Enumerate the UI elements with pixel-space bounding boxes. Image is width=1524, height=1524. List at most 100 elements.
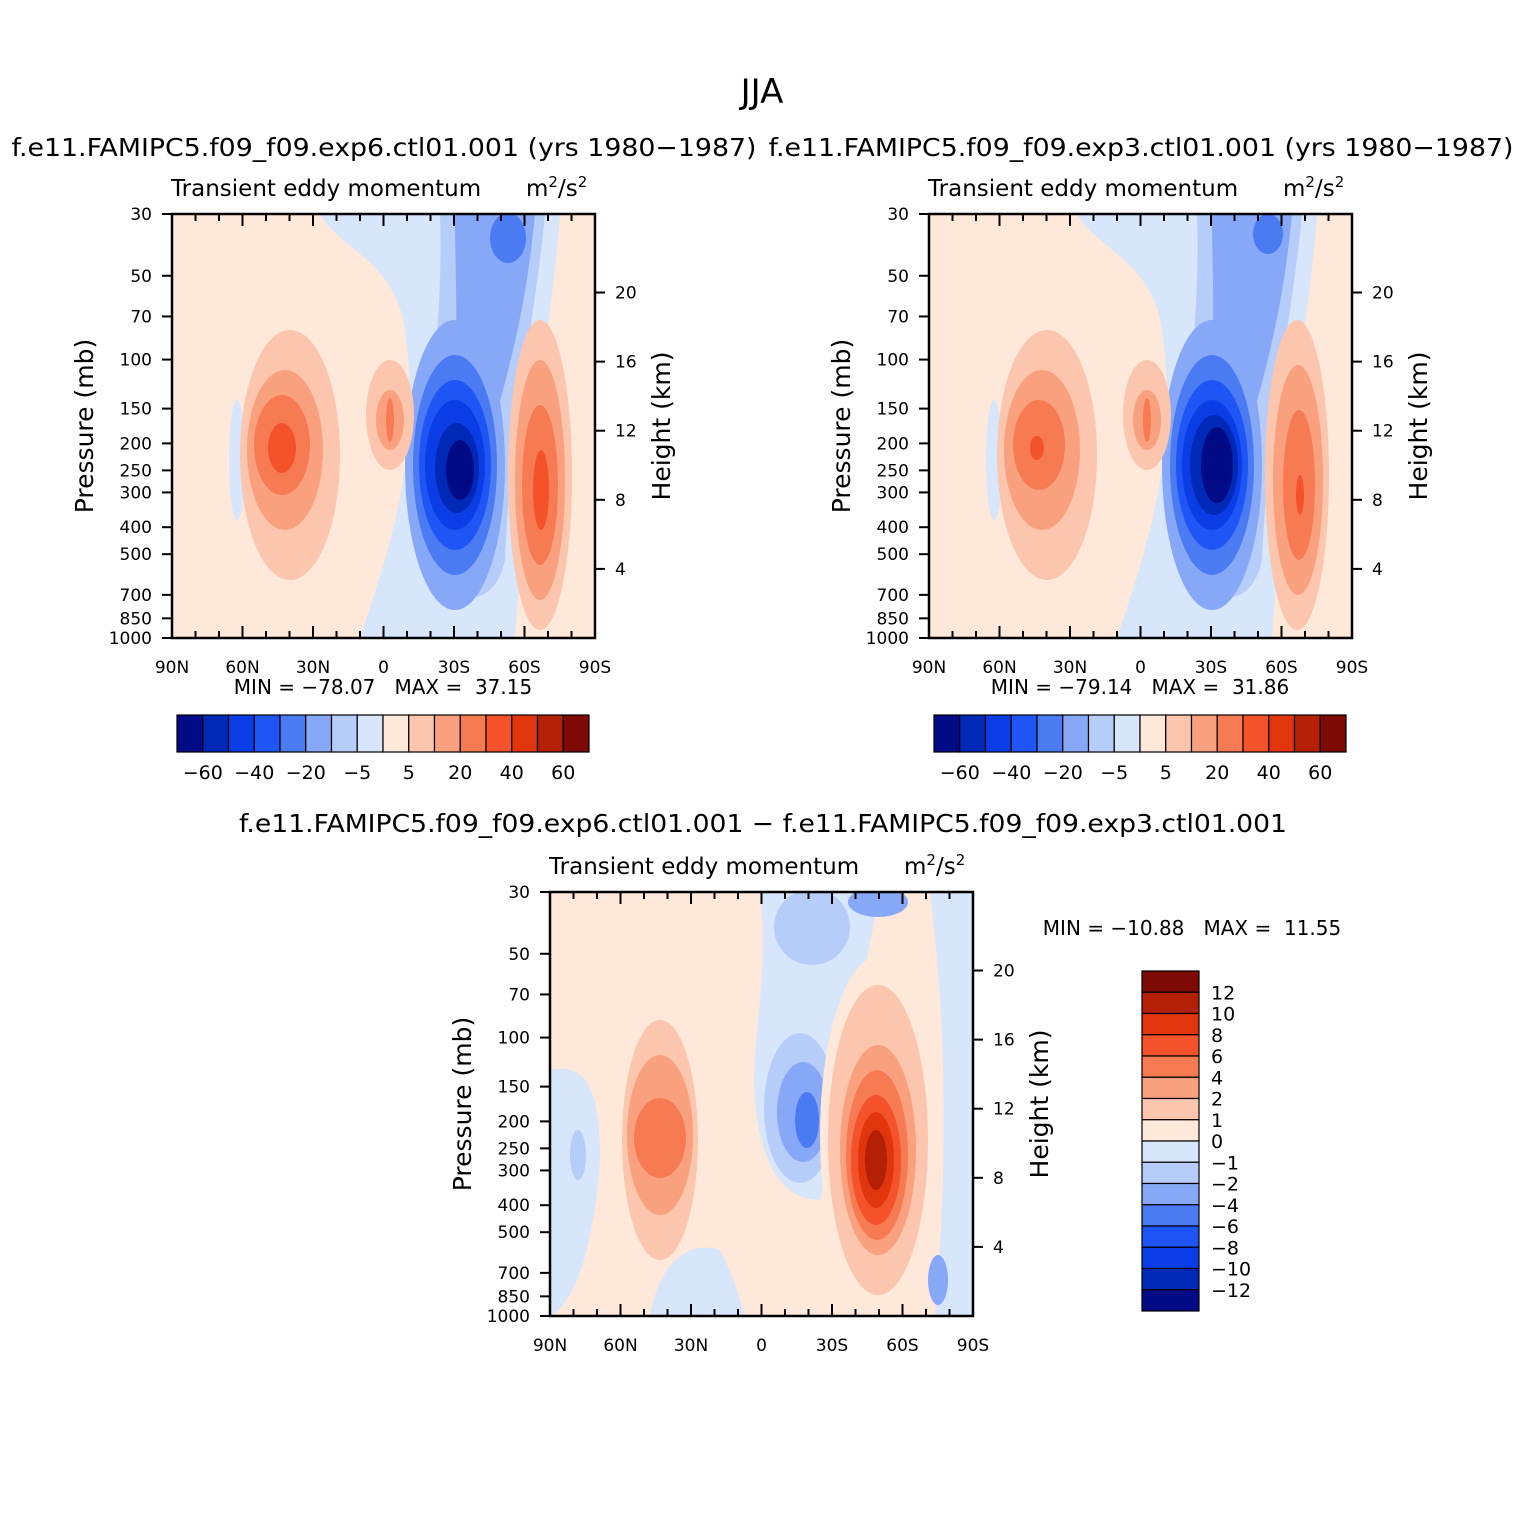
colorbar-swatch bbox=[933, 714, 961, 753]
colorbar-swatch bbox=[562, 714, 590, 753]
y-tick-label: 250 bbox=[877, 461, 909, 481]
x-tick-label: 90S bbox=[579, 658, 611, 678]
contour-ellipse bbox=[774, 892, 850, 965]
contour-field bbox=[172, 214, 595, 638]
contour-ellipse bbox=[1201, 427, 1233, 503]
colorbar-swatch bbox=[356, 714, 384, 753]
y-tick-label: 300 bbox=[877, 483, 909, 503]
y2-tick-label: 16 bbox=[1372, 353, 1394, 373]
panel-title: f.e11.FAMIPC5.f09_f09.exp6.ctl01.001 − f… bbox=[239, 809, 1287, 838]
y2-tick-label: 12 bbox=[1372, 422, 1394, 442]
colorbar-label: 1 bbox=[1211, 1110, 1223, 1132]
x-ticks: 90N 60N 30N 0 30S 60S 90S bbox=[533, 892, 989, 1356]
y-tick-label: 100 bbox=[120, 351, 152, 371]
x-tick-label: 30N bbox=[296, 658, 330, 678]
colorbar-swatch bbox=[1216, 714, 1244, 753]
y2-tick-label: 20 bbox=[993, 962, 1015, 982]
upper-negative-blob bbox=[1253, 214, 1283, 254]
y2-tick-label: 16 bbox=[993, 1031, 1015, 1051]
colorbar-swatch bbox=[1087, 714, 1115, 753]
colorbar-label: 12 bbox=[1211, 982, 1235, 1004]
negative-region bbox=[650, 1247, 745, 1316]
contour-ellipse bbox=[533, 450, 549, 530]
colorbar-label: −1 bbox=[1211, 1152, 1239, 1174]
x-tick-label: 60S bbox=[1265, 658, 1297, 678]
x-tick-label: 0 bbox=[756, 1336, 767, 1356]
colorbar-label: −2 bbox=[1211, 1174, 1239, 1196]
units-sup2: 2 bbox=[578, 173, 588, 191]
x-tick-label: 0 bbox=[1135, 658, 1146, 678]
units-sup: 2 bbox=[926, 851, 936, 869]
units-sup: 2 bbox=[1305, 173, 1315, 191]
colorbar-label: −6 bbox=[1211, 1216, 1239, 1238]
contour-ellipse bbox=[928, 1255, 948, 1305]
panel-title: f.e11.FAMIPC5.f09_f09.exp6.ctl01.001 (yr… bbox=[12, 133, 757, 162]
units-base: m bbox=[526, 176, 548, 202]
colorbar-swatch bbox=[305, 714, 333, 753]
contour-ellipse bbox=[848, 892, 908, 917]
y-tick-label: 700 bbox=[877, 586, 909, 606]
units-label: m2/s2 bbox=[904, 851, 965, 880]
colorbar-swatch bbox=[253, 714, 281, 753]
figure-title: JJA bbox=[739, 72, 784, 112]
colorbar-swatch bbox=[1141, 991, 1200, 1015]
colorbar-swatch bbox=[984, 714, 1012, 753]
y-tick-label: 850 bbox=[498, 1287, 530, 1307]
y-tick-label: 700 bbox=[120, 586, 152, 606]
colorbar-swatch bbox=[330, 714, 358, 753]
y2-tick-label: 8 bbox=[615, 491, 626, 511]
units-base: m bbox=[904, 854, 926, 880]
colorbar-label: −12 bbox=[1211, 1280, 1251, 1302]
colorbar-label: 5 bbox=[1160, 762, 1172, 784]
y-tick-label: 400 bbox=[120, 518, 152, 538]
y2-tick-label: 8 bbox=[1372, 491, 1383, 511]
y2-tick-label: 12 bbox=[615, 422, 637, 442]
y-tick-label: 30 bbox=[130, 205, 152, 225]
y-tick-label: 70 bbox=[887, 307, 909, 327]
colorbar-swatch bbox=[1141, 1055, 1200, 1078]
colorbar-swatch bbox=[1319, 714, 1347, 753]
colorbar-swatch bbox=[1141, 1119, 1200, 1142]
colorbar-label: 6 bbox=[1211, 1046, 1223, 1068]
colorbar-swatch bbox=[1113, 714, 1141, 753]
colorbar-swatch bbox=[511, 714, 539, 753]
min-max-stats: MIN = −78.07 MAX = 37.15 bbox=[234, 675, 532, 699]
panel-subtitle: Transient eddy momentum bbox=[170, 176, 481, 202]
y2-ticks: 4 8 12 16 20 bbox=[1352, 284, 1394, 580]
y-tick-label: 850 bbox=[877, 609, 909, 629]
y-tick-label: 700 bbox=[498, 1264, 530, 1284]
y-axis-label: Pressure (mb) bbox=[448, 1017, 477, 1191]
y-tick-label: 150 bbox=[877, 400, 909, 420]
colorbar-label: −4 bbox=[1211, 1195, 1239, 1217]
upper-negative-blob bbox=[490, 214, 526, 263]
colorbar-swatch bbox=[408, 714, 436, 753]
negative-region bbox=[930, 892, 973, 1316]
y-tick-label: 200 bbox=[498, 1112, 530, 1132]
x-tick-label: 90N bbox=[533, 1336, 567, 1356]
colorbar: −60 −40 −20 −5 5 20 40 60 bbox=[176, 714, 590, 784]
units-sup: 2 bbox=[548, 173, 558, 191]
panel-subtitle: Transient eddy momentum bbox=[548, 854, 859, 880]
min-max-stats: MIN = −10.88 MAX = 11.55 bbox=[1043, 916, 1341, 940]
contour-ellipse bbox=[865, 1130, 887, 1190]
tropical-negative-strip bbox=[986, 400, 1002, 520]
contour-ellipse bbox=[634, 1098, 686, 1178]
y-tick-label: 30 bbox=[508, 883, 530, 903]
colorbar-swatch bbox=[1141, 1097, 1200, 1121]
y-tick-label: 70 bbox=[130, 307, 152, 327]
contour-field bbox=[929, 214, 1352, 638]
colorbar-swatch bbox=[1141, 1034, 1200, 1057]
colorbar-label: 10 bbox=[1211, 1004, 1235, 1026]
y2-tick-label: 4 bbox=[1372, 560, 1383, 580]
x-tick-label: 30S bbox=[1195, 658, 1227, 678]
y2-axis-label: Height (km) bbox=[647, 352, 676, 501]
y-tick-label: 850 bbox=[120, 609, 152, 629]
y-tick-label: 250 bbox=[120, 461, 152, 481]
y2-tick-label: 12 bbox=[993, 1100, 1015, 1120]
colorbar-swatch bbox=[279, 714, 307, 753]
panel-title: f.e11.FAMIPC5.f09_f09.exp3.ctl01.001 (yr… bbox=[769, 133, 1514, 162]
